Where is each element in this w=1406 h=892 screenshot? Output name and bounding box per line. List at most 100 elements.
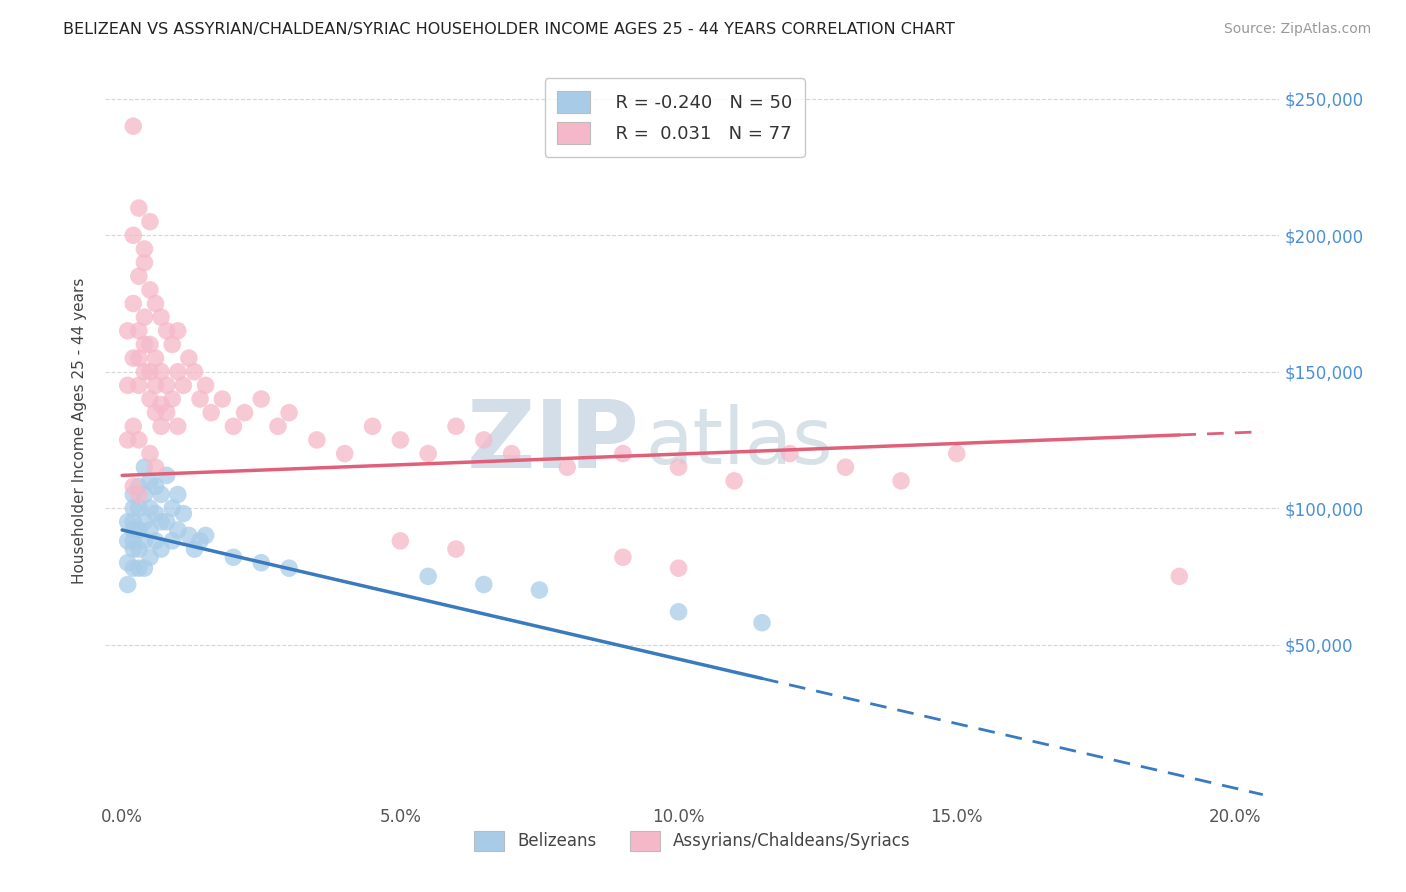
Point xyxy=(134,515,156,529)
Point xyxy=(723,474,745,488)
Point xyxy=(188,392,211,406)
Point xyxy=(122,479,145,493)
Point xyxy=(156,378,179,392)
Point xyxy=(139,365,162,379)
Point xyxy=(122,419,145,434)
Point xyxy=(128,501,150,516)
Point xyxy=(160,533,183,548)
Point xyxy=(139,446,162,460)
Point xyxy=(128,324,150,338)
Point xyxy=(139,550,162,565)
Point xyxy=(305,433,328,447)
Point xyxy=(128,351,150,365)
Point xyxy=(188,533,211,548)
Point xyxy=(145,533,167,548)
Point xyxy=(278,561,301,575)
Point xyxy=(117,324,139,338)
Point xyxy=(444,419,467,434)
Point xyxy=(668,460,690,475)
Point xyxy=(139,283,162,297)
Point xyxy=(389,533,412,548)
Point xyxy=(150,487,173,501)
Point xyxy=(134,337,156,351)
Point xyxy=(172,507,194,521)
Point xyxy=(122,119,145,133)
Point xyxy=(150,515,173,529)
Point xyxy=(145,296,167,310)
Point xyxy=(172,378,194,392)
Point xyxy=(117,577,139,591)
Legend: Belizeans, Assyrians/Chaldeans/Syriacs: Belizeans, Assyrians/Chaldeans/Syriacs xyxy=(467,824,918,858)
Point xyxy=(150,310,173,325)
Point xyxy=(166,487,188,501)
Point xyxy=(150,397,173,411)
Point xyxy=(122,515,145,529)
Point xyxy=(128,487,150,501)
Point xyxy=(250,556,273,570)
Point xyxy=(529,582,551,597)
Point xyxy=(183,365,205,379)
Point xyxy=(117,515,139,529)
Point xyxy=(444,542,467,557)
Text: Source: ZipAtlas.com: Source: ZipAtlas.com xyxy=(1223,22,1371,37)
Point xyxy=(1168,569,1191,583)
Point xyxy=(166,324,188,338)
Point xyxy=(139,215,162,229)
Point xyxy=(134,310,156,325)
Point xyxy=(134,255,156,269)
Point xyxy=(145,460,167,475)
Point xyxy=(194,528,217,542)
Point xyxy=(122,351,145,365)
Point xyxy=(156,468,179,483)
Point xyxy=(233,406,256,420)
Point xyxy=(612,446,634,460)
Point xyxy=(122,487,145,501)
Point xyxy=(278,406,301,420)
Text: BELIZEAN VS ASSYRIAN/CHALDEAN/SYRIAC HOUSEHOLDER INCOME AGES 25 - 44 YEARS CORRE: BELIZEAN VS ASSYRIAN/CHALDEAN/SYRIAC HOU… xyxy=(63,22,955,37)
Point xyxy=(945,446,967,460)
Point xyxy=(200,406,222,420)
Point xyxy=(117,533,139,548)
Point xyxy=(612,550,634,565)
Point xyxy=(194,378,217,392)
Point xyxy=(122,296,145,310)
Point xyxy=(177,351,200,365)
Point xyxy=(156,515,179,529)
Point xyxy=(160,392,183,406)
Point xyxy=(389,433,412,447)
Point xyxy=(250,392,273,406)
Point xyxy=(122,542,145,557)
Point xyxy=(333,446,356,460)
Point xyxy=(145,378,167,392)
Point xyxy=(418,446,440,460)
Point xyxy=(166,419,188,434)
Point xyxy=(145,507,167,521)
Point xyxy=(134,365,156,379)
Point xyxy=(134,487,156,501)
Point xyxy=(117,433,139,447)
Point xyxy=(183,542,205,557)
Point xyxy=(361,419,384,434)
Point xyxy=(156,324,179,338)
Point xyxy=(472,577,495,591)
Point xyxy=(128,542,150,557)
Point xyxy=(139,474,162,488)
Point xyxy=(139,501,162,516)
Point xyxy=(779,446,801,460)
Point xyxy=(751,615,773,630)
Point xyxy=(139,337,162,351)
Point xyxy=(150,419,173,434)
Point xyxy=(160,337,183,351)
Point xyxy=(128,523,150,537)
Point xyxy=(418,569,440,583)
Point xyxy=(150,365,173,379)
Point xyxy=(134,460,156,475)
Text: atlas: atlas xyxy=(645,403,832,480)
Point xyxy=(134,561,156,575)
Point xyxy=(150,542,173,557)
Point xyxy=(139,392,162,406)
Point xyxy=(128,479,150,493)
Point xyxy=(122,523,145,537)
Point xyxy=(122,228,145,243)
Point xyxy=(145,479,167,493)
